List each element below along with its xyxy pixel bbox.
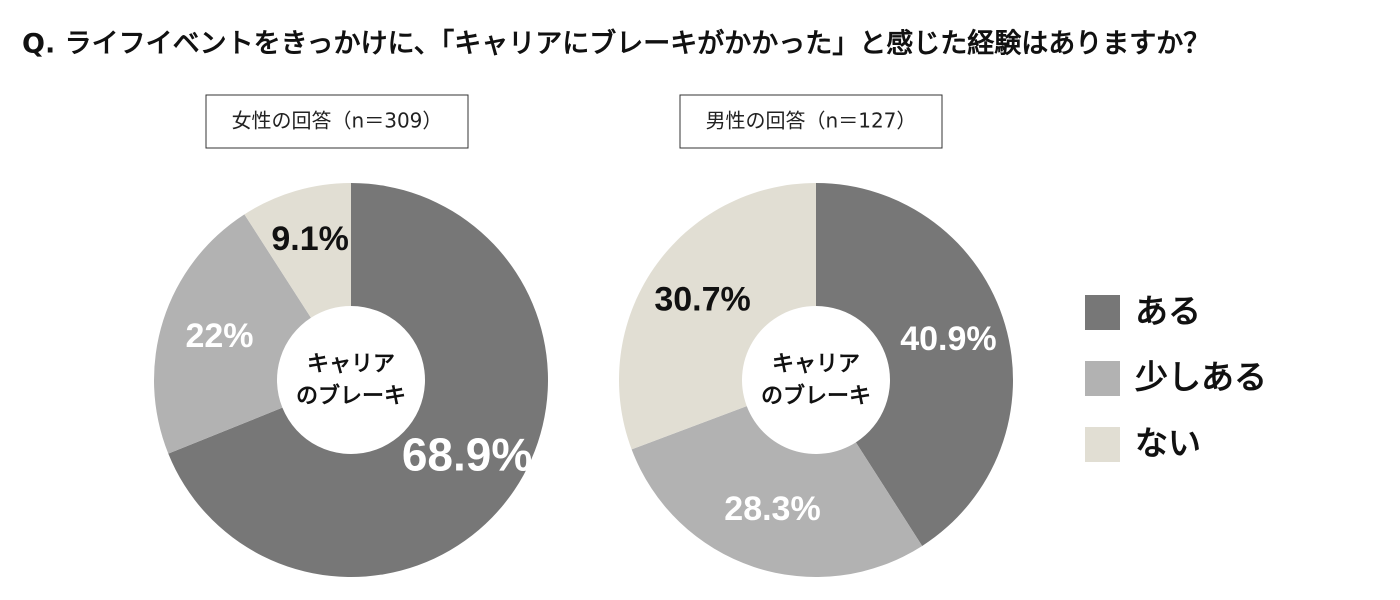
value-label: 28.3% [724, 490, 820, 528]
center-label: のブレーキ [761, 383, 871, 409]
donut-slice [154, 214, 311, 454]
legend-swatch [1085, 295, 1120, 330]
legend-label: 少しある [1135, 358, 1267, 397]
chart-title: Q. ライフイベントをきっかけに、「キャリアにブレーキがかかった」と感じた経験は… [22, 28, 1210, 60]
donut-slice [618, 182, 816, 450]
legend-label: ある [1135, 292, 1201, 331]
value-label: 68.9% [402, 428, 532, 480]
center-label: キャリア [307, 352, 395, 377]
legend-swatch [1085, 427, 1120, 462]
value-label: 30.7% [654, 280, 750, 318]
donut-slice [816, 183, 1013, 546]
donut-slice [168, 183, 548, 577]
center-label: キャリア [772, 352, 860, 377]
legend-swatch [1085, 361, 1120, 396]
center-label: のブレーキ [296, 383, 406, 409]
subtitle-box [679, 94, 943, 149]
subtitle: 男性の回答（n＝127） [706, 109, 917, 133]
subtitle-box [205, 94, 469, 149]
value-label: 22% [185, 317, 253, 355]
legend-label: ない [1135, 424, 1201, 463]
value-label: 9.1% [271, 220, 349, 258]
donut-slice [244, 183, 351, 318]
donut-slice [631, 406, 923, 577]
subtitle: 女性の回答（n＝309） [232, 109, 443, 133]
value-label: 40.9% [900, 320, 996, 358]
